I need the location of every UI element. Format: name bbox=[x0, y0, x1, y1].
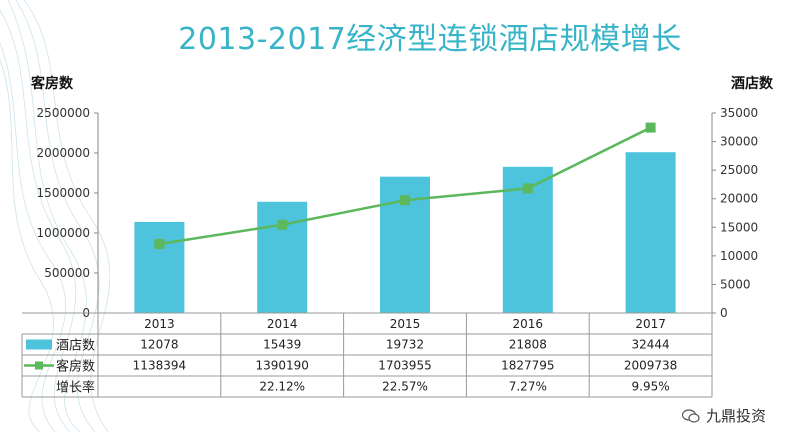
bar-2017 bbox=[625, 152, 676, 313]
right-tick-label: 35000 bbox=[720, 106, 758, 120]
table-cell: 22.57% bbox=[382, 380, 428, 394]
left-tick-label: 2500000 bbox=[37, 106, 90, 120]
category-label: 2016 bbox=[513, 317, 544, 331]
category-label: 2013 bbox=[144, 317, 175, 331]
table-cell: 1827795 bbox=[501, 359, 554, 373]
category-label: 2017 bbox=[635, 317, 666, 331]
legend-swatch-bar bbox=[26, 339, 52, 350]
line-point-2015 bbox=[400, 195, 410, 206]
table-cell: 12078 bbox=[140, 338, 178, 352]
table-cell: 1390190 bbox=[255, 359, 308, 373]
bar-2013 bbox=[134, 221, 185, 313]
table-cell: 19732 bbox=[386, 338, 424, 352]
right-tick-label: 25000 bbox=[720, 163, 758, 177]
legend-swatch-marker bbox=[35, 361, 43, 370]
table-cell: 1703955 bbox=[378, 359, 431, 373]
right-axis-title: 酒店数 bbox=[731, 75, 774, 92]
table-cell: 7.27% bbox=[509, 380, 547, 394]
line-point-2017 bbox=[645, 122, 656, 133]
row-label: 增长率 bbox=[56, 380, 95, 396]
left-axis-title: 客房数 bbox=[30, 75, 74, 92]
decorative-wave-lines bbox=[0, 0, 110, 432]
table-cell: 32444 bbox=[632, 338, 670, 352]
table-cell: 15439 bbox=[263, 338, 301, 352]
right-tick-label: 10000 bbox=[720, 249, 758, 263]
right-tick-label: 0 bbox=[720, 306, 728, 320]
line-point-2013 bbox=[154, 238, 165, 249]
line-point-2016 bbox=[522, 183, 533, 194]
table-cell: 21808 bbox=[509, 338, 547, 352]
category-label: 2014 bbox=[267, 317, 298, 331]
row-label: 客房数 bbox=[56, 359, 95, 375]
left-tick-label: 1500000 bbox=[37, 186, 90, 200]
right-tick-label: 30000 bbox=[720, 135, 758, 149]
left-tick-label: 1000000 bbox=[37, 226, 90, 240]
table-cell: 2009738 bbox=[624, 359, 677, 373]
row-label: 酒店数 bbox=[56, 339, 95, 354]
page-title: 2013-2017经济型连锁酒店规模增长 bbox=[178, 22, 682, 57]
table-cell: 22.12% bbox=[259, 380, 305, 394]
table-cell: 1138394 bbox=[133, 359, 186, 373]
watermark-text: 九鼎投资 bbox=[705, 407, 766, 425]
left-tick-label: 500000 bbox=[44, 266, 90, 280]
right-tick-label: 5000 bbox=[720, 277, 751, 291]
right-tick-label: 15000 bbox=[720, 220, 758, 234]
category-label: 2015 bbox=[390, 317, 421, 331]
table-cell: 9.95% bbox=[632, 380, 670, 394]
left-tick-label: 2000000 bbox=[37, 146, 90, 160]
wechat-icon bbox=[681, 408, 700, 423]
line-point-2014 bbox=[277, 219, 288, 230]
bar-2014 bbox=[257, 201, 308, 313]
watermark: 九鼎投资 bbox=[681, 405, 766, 426]
right-tick-label: 20000 bbox=[720, 192, 758, 206]
